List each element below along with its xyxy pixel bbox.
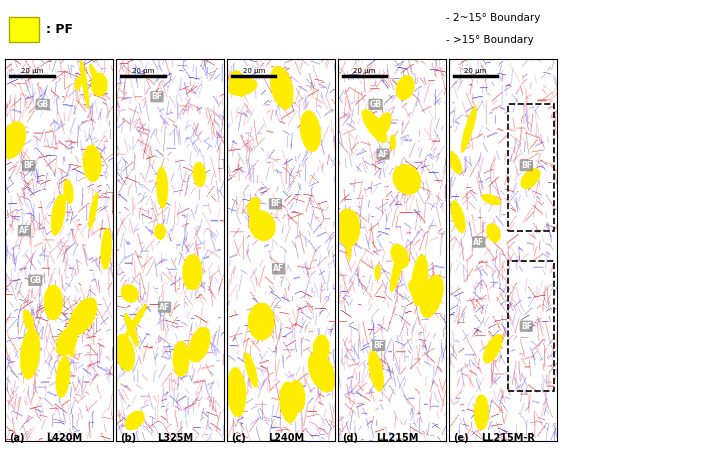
Text: : PF: : PF [47,23,73,36]
Text: 20 μm: 20 μm [132,68,154,74]
Text: BF: BF [23,161,35,170]
Text: GB: GB [37,100,49,109]
Text: GB: GB [369,100,382,109]
Text: (a): (a) [9,433,25,443]
Text: (b): (b) [120,433,136,443]
Text: 20 μm: 20 μm [21,68,43,74]
Text: AF: AF [473,238,485,247]
Text: L420M: L420M [46,433,83,443]
Text: (c): (c) [231,433,246,443]
Text: L240M: L240M [268,433,305,443]
Bar [508,104,554,230]
Text: (e): (e) [453,433,469,443]
Text: 20 μm: 20 μm [243,68,265,74]
Text: BF: BF [521,161,532,170]
Text: AF: AF [19,226,30,235]
Text: BF: BF [151,92,163,101]
Text: LL215M-R: LL215M-R [481,433,535,443]
Text: (d): (d) [342,433,358,443]
Text: 20 μm: 20 μm [464,68,487,74]
Text: L325M: L325M [157,433,194,443]
Text: GB: GB [30,276,41,285]
Bar [508,261,554,391]
Text: AF: AF [377,149,389,159]
FancyBboxPatch shape [9,17,39,42]
Text: AF: AF [159,302,170,311]
Text: BF: BF [521,322,532,331]
Text: BF: BF [373,341,384,350]
Text: - >15° Boundary: - >15° Boundary [446,35,534,45]
Text: BF: BF [270,199,281,208]
Text: LL215M: LL215M [376,433,418,443]
Text: 20 μm: 20 μm [354,68,376,74]
Text: AF: AF [273,265,284,273]
Text: - 2~15° Boundary: - 2~15° Boundary [446,14,541,23]
